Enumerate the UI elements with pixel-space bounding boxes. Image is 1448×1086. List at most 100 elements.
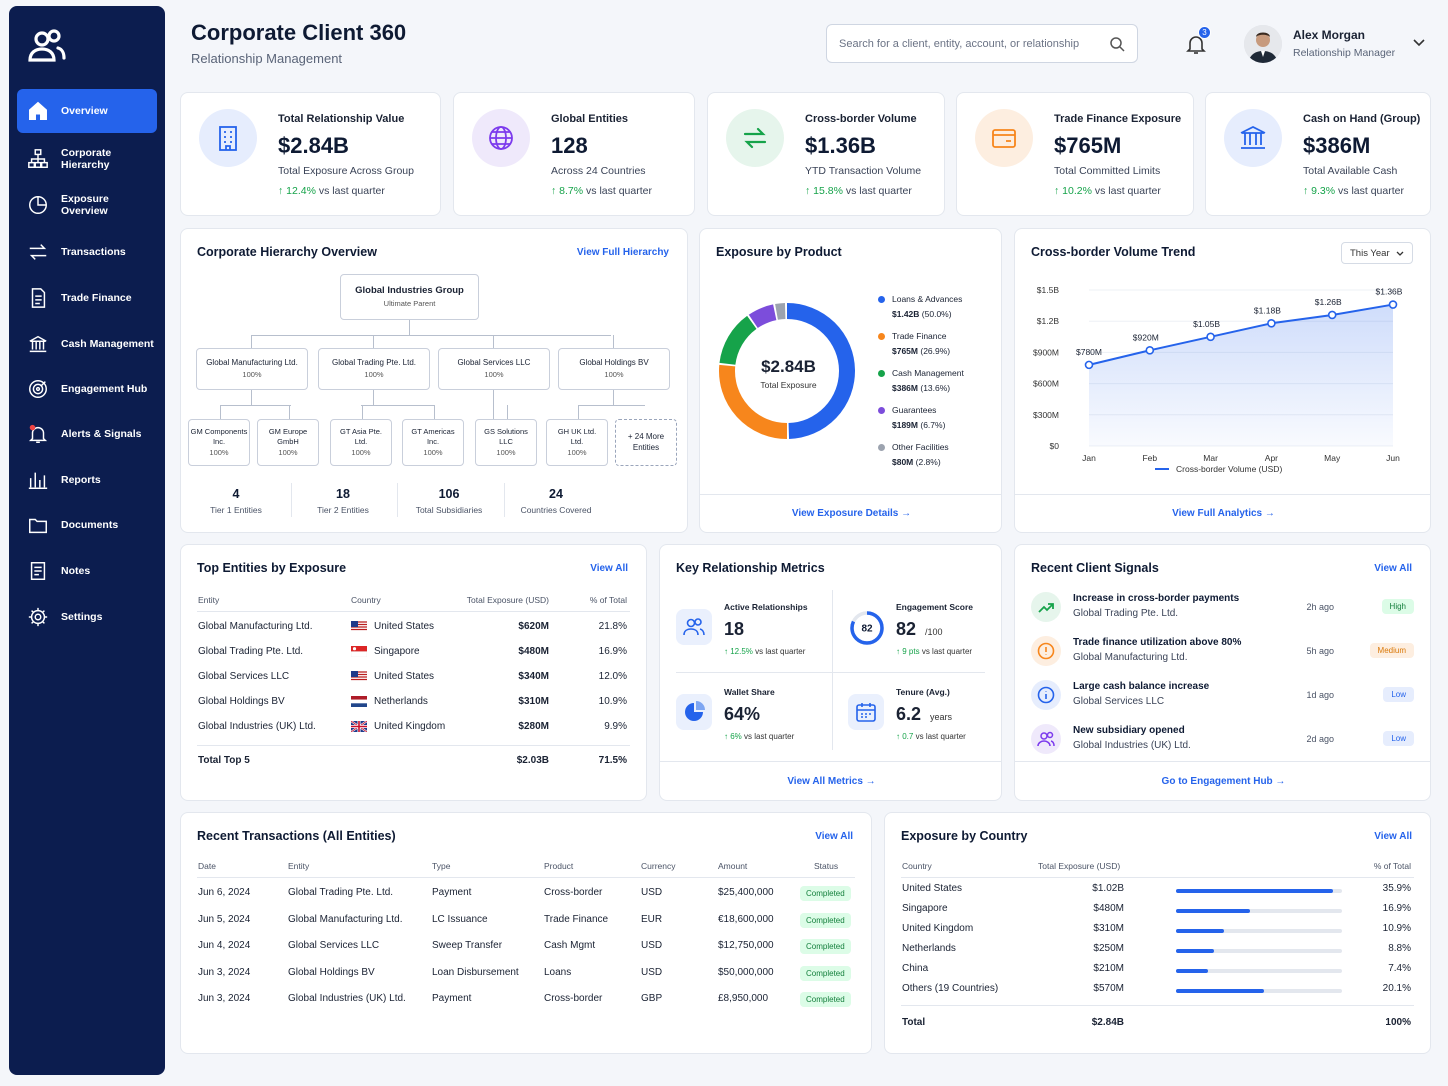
view-all-metrics-link[interactable]: View All Metrics → <box>787 776 876 787</box>
tree-node-more[interactable]: + 24 More Entities <box>615 419 677 466</box>
total-exposure: $2.03B <box>516 755 549 766</box>
top-entities-view-all-link[interactable]: View All <box>590 563 628 574</box>
x-tick-label: Feb <box>1142 453 1157 463</box>
table-row[interactable]: Global Holdings BV Netherlands $310M 10.… <box>198 696 627 707</box>
tree-node-tier1[interactable]: Global Trading Pte. Ltd. 100% <box>318 348 430 390</box>
donut-center-label: Total Exposure <box>760 380 817 390</box>
country-view-all-link[interactable]: View All <box>1374 831 1412 842</box>
signal-item[interactable]: Increase in cross-border payments Global… <box>1015 589 1430 629</box>
signals-view-all-link[interactable]: View All <box>1374 563 1412 574</box>
sidebar-item-cash-management[interactable]: Cash Management <box>17 322 157 366</box>
bank-icon <box>29 335 47 353</box>
metric-icon <box>676 694 712 730</box>
sidebar-item-documents[interactable]: Documents <box>17 503 157 547</box>
sidebar-item-trade-finance[interactable]: Trade Finance <box>17 276 157 320</box>
sidebar-item-transactions[interactable]: Transactions <box>17 230 157 274</box>
bell-icon[interactable] <box>1184 32 1208 56</box>
tree-node-tier2[interactable]: GS Solutions LLC 100% <box>475 419 537 466</box>
search-bar[interactable] <box>826 24 1138 63</box>
transactions-view-all-link[interactable]: View All <box>815 831 853 842</box>
legend-value: $386M (13.6%) <box>892 383 951 393</box>
table-row[interactable]: Global Trading Pte. Ltd. Singapore $480M… <box>198 646 627 658</box>
exposure-bar <box>1176 969 1209 973</box>
legend-label: Trade Finance <box>892 331 947 341</box>
engagement-hub-link[interactable]: Go to Engagement Hub → <box>1161 776 1286 787</box>
table-row[interactable]: Jun 4, 2024 Global Services LLC Sweep Tran… <box>181 936 871 958</box>
tree-node-tier1[interactable]: Global Manufacturing Ltd. 100% <box>196 348 308 390</box>
table-row[interactable]: Jun 3, 2024 Global Industries (UK) Ltd. Pa… <box>181 989 871 1011</box>
tree-node-tier2[interactable]: GM Components Inc. 100% <box>188 419 250 466</box>
donut-slice[interactable] <box>786 303 855 439</box>
tree-node-tier1[interactable]: Global Services LLC 100% <box>438 348 550 390</box>
search-input[interactable] <box>839 37 1109 50</box>
sidebar-item-notes[interactable]: Notes <box>17 549 157 593</box>
tree-node-tier2[interactable]: GT Asia Pte. Ltd. 100% <box>330 419 392 466</box>
table-row[interactable]: Jun 6, 2024 Global Trading Pte. Ltd. Payme… <box>181 883 871 905</box>
tree-node-tier2[interactable]: GM Europe GmbH 100% <box>257 419 319 466</box>
table-row[interactable]: Global Manufacturing Ltd. United States … <box>198 621 627 632</box>
people-logo-icon <box>28 29 66 62</box>
sidebar-item-exposure-overview[interactable]: Exposure Overview <box>17 183 157 227</box>
table-row[interactable]: Netherlands $250M 8.8% <box>902 943 1411 954</box>
chevron-down-icon[interactable] <box>1412 38 1426 48</box>
data-point[interactable] <box>1267 318 1276 328</box>
sidebar-item-alerts-signals[interactable]: Alerts & Signals <box>17 412 157 456</box>
table-row[interactable]: Global Industries (UK) Ltd. United Kingd… <box>198 720 627 733</box>
table-row[interactable]: China $210M 7.4% <box>902 963 1411 974</box>
sidebar-item-reports[interactable]: Reports <box>17 458 157 502</box>
top-entities-card: Top Entities by Exposure View All Entity… <box>180 544 647 801</box>
donut-slice[interactable] <box>719 364 788 439</box>
priority-badge: High <box>1381 599 1414 614</box>
sidebar-item-settings[interactable]: Settings <box>17 595 157 639</box>
signal-item[interactable]: Large cash balance increase Global Servi… <box>1015 677 1430 717</box>
donut-slice[interactable] <box>748 304 777 329</box>
sidebar-item-engagement-hub[interactable]: Engagement Hub <box>17 367 157 411</box>
data-point[interactable] <box>1206 332 1215 342</box>
legend-dot <box>878 296 885 303</box>
table-header: Total Exposure (USD) <box>1038 861 1121 871</box>
signal-item[interactable]: New subsidiary opened Global Industries … <box>1015 721 1430 761</box>
kpi-card: Cash on Hand (Group) $386M Total Availab… <box>1205 92 1431 216</box>
kpi-delta: ↑ 12.4% vs last quarter <box>278 185 385 197</box>
kpi-card: Trade Finance Exposure $765M Total Commi… <box>956 92 1194 216</box>
table-row[interactable]: Singapore $480M 16.9% <box>902 903 1411 914</box>
data-point[interactable] <box>1084 360 1094 370</box>
table-row[interactable]: United States $1.02B 35.9% <box>902 883 1411 894</box>
signal-icon <box>1031 636 1061 666</box>
y-tick-label: $1.5B <box>1037 285 1060 295</box>
legend-label: Cash Management <box>892 368 964 378</box>
country-title: Exposure by Country <box>901 829 1028 843</box>
data-point[interactable] <box>1388 300 1398 309</box>
kpi-value: $2.84B <box>278 133 349 158</box>
signal-item[interactable]: Trade finance utilization above 80% Glob… <box>1015 633 1430 673</box>
total-pct: 71.5% <box>598 755 627 766</box>
hierarchy-card: Corporate Hierarchy Overview View Full H… <box>180 228 688 533</box>
view-exposure-details-link[interactable]: View Exposure Details → <box>791 508 912 519</box>
users-icon <box>1037 731 1055 747</box>
exposure-bar-track <box>1176 909 1342 913</box>
table-row[interactable]: Others (19 Countries) $570M 20.1% <box>902 983 1411 994</box>
period-select[interactable]: This Year <box>1341 242 1413 264</box>
table-row[interactable]: Jun 5, 2024 Global Manufacturing Ltd. LC I… <box>181 910 871 932</box>
arrow-up-icon: ↑ <box>278 185 284 197</box>
data-point[interactable] <box>1327 310 1337 320</box>
donut-slice[interactable] <box>719 315 757 366</box>
tree-node-tier1[interactable]: Global Holdings BV 100% <box>558 348 670 390</box>
table-row[interactable]: Global Services LLC United States $340M … <box>198 671 627 682</box>
table-row[interactable]: United Kingdom $310M 10.9% <box>902 923 1411 934</box>
search-icon[interactable] <box>1109 36 1125 52</box>
hierarchy-stat: 106 Total Subsidiaries <box>415 487 483 515</box>
donut-slice[interactable] <box>775 303 786 320</box>
view-full-hierarchy-link[interactable]: View Full Hierarchy <box>576 247 669 258</box>
transactions-card: Recent Transactions (All Entities) View … <box>180 812 872 1054</box>
tree-node-tier2[interactable]: GT Americas Inc. 100% <box>402 419 464 466</box>
tree-node-tier2[interactable]: GH UK Ltd. Ltd. 100% <box>546 419 608 466</box>
tree-node-root[interactable]: Global Industries Group Ultimate Parent <box>340 274 479 320</box>
table-row[interactable]: Jun 3, 2024 Global Holdings BV Loan Disbur… <box>181 963 871 985</box>
sidebar-item-overview[interactable]: Overview <box>17 89 157 133</box>
data-point[interactable] <box>1145 346 1155 355</box>
gear-icon <box>28 607 48 627</box>
view-full-analytics-link[interactable]: View Full Analytics → <box>1172 508 1275 519</box>
avatar[interactable] <box>1244 25 1282 63</box>
sidebar-item-corporate-hierarchy[interactable]: Corporate Hierarchy <box>17 137 157 181</box>
